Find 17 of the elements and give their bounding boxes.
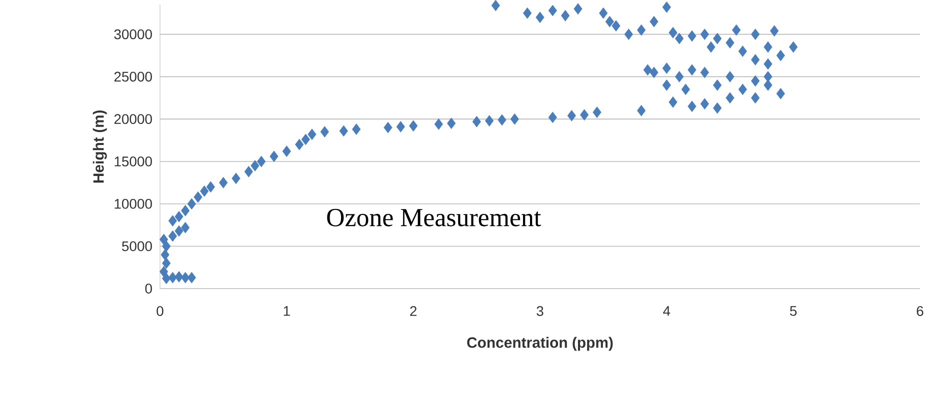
x-tick-label: 3 [536, 306, 544, 316]
y-tick-label: 0 [145, 284, 152, 294]
y-tick-label: 25000 [114, 72, 152, 82]
y-axis-title: Height (m) [92, 110, 107, 183]
x-axis-title: Concentration (ppm) [467, 337, 613, 351]
x-tick-label: 2 [410, 306, 417, 316]
x-tick-label: 6 [916, 306, 924, 316]
x-tick-label: 0 [156, 306, 164, 316]
y-tick-label: 5000 [122, 241, 152, 252]
x-tick-label: 5 [790, 306, 797, 316]
x-tick-label: 1 [284, 306, 290, 316]
y-tick-label: 30000 [114, 30, 152, 40]
y-tick-label: 20000 [114, 114, 152, 124]
y-tick-label: 15000 [114, 156, 152, 167]
y-tick-label: 10000 [114, 199, 152, 209]
x-tick-label: 4 [663, 306, 670, 316]
annotation: Ozone Measurement [327, 209, 541, 227]
